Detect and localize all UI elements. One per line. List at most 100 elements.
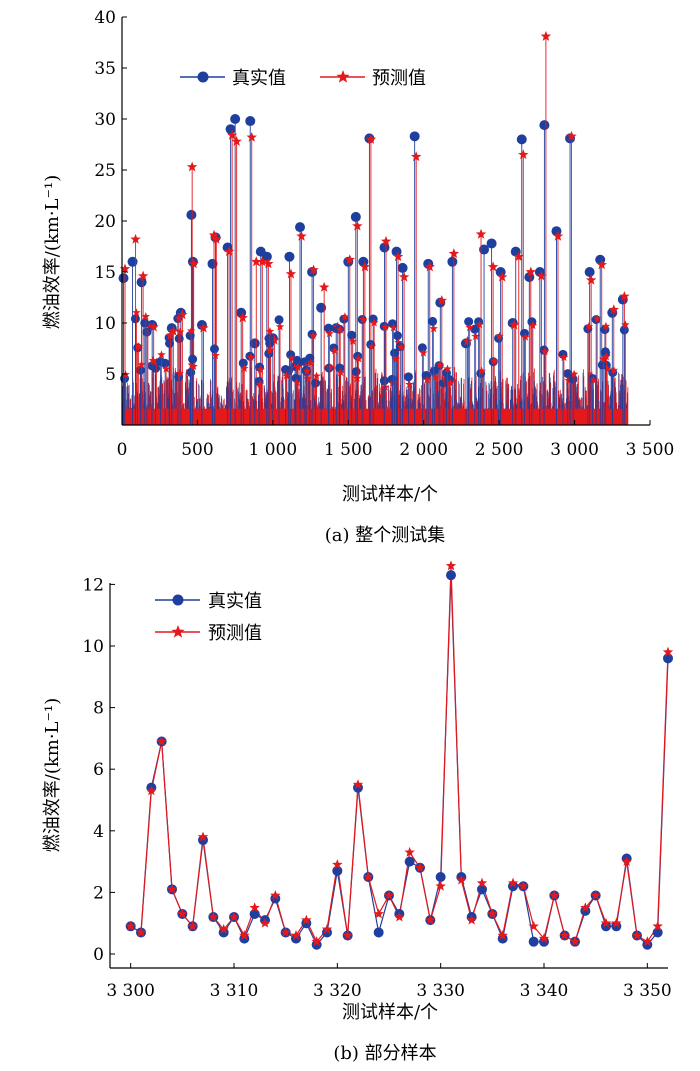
legend-b-true-marker-icon bbox=[172, 594, 184, 606]
true-peak-point bbox=[584, 267, 595, 277]
pred-sample-point bbox=[282, 371, 291, 380]
pred-sample-point bbox=[137, 360, 146, 369]
pred-sample-point bbox=[431, 372, 440, 381]
pred-sample-point bbox=[489, 356, 499, 365]
pred-point bbox=[631, 930, 643, 940]
x-tick-label: 3 350 bbox=[623, 981, 672, 1001]
pred-point bbox=[611, 917, 622, 928]
chart-b-caption: (b) 部分样本 bbox=[333, 1043, 436, 1064]
pred-sample-point bbox=[312, 371, 321, 380]
true-point bbox=[270, 893, 281, 904]
pred-peak-point bbox=[566, 130, 577, 141]
true-point bbox=[539, 936, 549, 947]
legend-true-marker-icon bbox=[197, 71, 209, 83]
x-tick-label: 2 000 bbox=[399, 440, 448, 460]
pred-peak-point bbox=[380, 235, 392, 246]
pred-point bbox=[518, 880, 529, 891]
pred-sample-point bbox=[132, 308, 141, 317]
pred-point bbox=[394, 911, 405, 922]
y-tick-label: 8 bbox=[93, 699, 104, 719]
pred-peak-point bbox=[552, 230, 564, 241]
pred-sample-point bbox=[477, 366, 487, 375]
pred-sample-point bbox=[256, 365, 265, 374]
true-peak-point bbox=[516, 134, 527, 145]
pred-sample-point bbox=[186, 326, 196, 335]
true-peak-point bbox=[225, 124, 236, 135]
pred-sample-point bbox=[521, 332, 530, 341]
true-point bbox=[332, 865, 343, 876]
pred-sample-point bbox=[148, 356, 158, 365]
true-sample-point bbox=[151, 363, 161, 373]
pred-point bbox=[259, 917, 271, 928]
pred-point bbox=[642, 936, 653, 947]
pred-sample-point bbox=[445, 378, 455, 387]
true-peak-point bbox=[295, 222, 306, 233]
pred-sample-point bbox=[358, 315, 368, 324]
pred-sample-point bbox=[422, 375, 432, 384]
true-point bbox=[642, 939, 653, 950]
y-tick-label: 25 bbox=[94, 161, 116, 181]
x-tick-label: 3 340 bbox=[520, 981, 569, 1001]
pred-peak-point bbox=[186, 161, 198, 172]
x-tick-label: 0 bbox=[117, 440, 128, 460]
pred-point bbox=[352, 779, 364, 790]
true-sample-point bbox=[292, 355, 302, 365]
pred-sample-point bbox=[528, 321, 538, 330]
true-peak-point bbox=[379, 242, 390, 253]
pred-sample-point bbox=[166, 331, 175, 340]
true-sample-point bbox=[619, 325, 629, 335]
pred-peak-point bbox=[269, 334, 280, 345]
true-sample-point bbox=[324, 323, 334, 333]
pred-sample-point bbox=[601, 321, 611, 330]
true-peak-point bbox=[207, 258, 218, 269]
pred-sample-point bbox=[440, 373, 450, 382]
pred-peak-point bbox=[246, 131, 257, 142]
pred-peak-point bbox=[525, 266, 537, 277]
true-peak-point bbox=[316, 302, 327, 313]
pred-sample-point bbox=[599, 354, 608, 363]
pred-sample-point bbox=[308, 331, 318, 340]
y-tick-label: 15 bbox=[94, 263, 116, 283]
pred-point bbox=[435, 880, 446, 891]
pred-peak-point bbox=[211, 233, 222, 244]
chart-b-ylabel: 燃油效率/(km·L⁻¹) bbox=[42, 698, 63, 852]
pred-peak-point bbox=[424, 261, 435, 272]
pred-sample-point bbox=[187, 360, 197, 369]
true-point bbox=[322, 927, 332, 938]
pred-point bbox=[445, 560, 457, 571]
pred-sample-point bbox=[394, 338, 403, 347]
legend-pred-label: 预测值 bbox=[372, 68, 426, 89]
true-sample-point bbox=[403, 372, 413, 382]
x-tick-label: 3 310 bbox=[210, 981, 259, 1001]
true-sample-point bbox=[519, 328, 529, 338]
pred-sample-point bbox=[443, 364, 452, 373]
pred-point bbox=[507, 877, 519, 888]
true-peak-point bbox=[350, 211, 361, 222]
pred-peak-point bbox=[188, 258, 199, 269]
pred-point bbox=[404, 846, 415, 857]
pred-point bbox=[363, 871, 374, 882]
chart-b-xlabel: 测试样本/个 bbox=[342, 1002, 438, 1023]
pred-sample-point bbox=[405, 379, 414, 389]
chart-a-xlabel: 测试样本/个 bbox=[342, 484, 438, 505]
pred-peak-point bbox=[398, 271, 410, 282]
pred-sample-point bbox=[369, 318, 379, 327]
pred-peak-point bbox=[462, 335, 473, 346]
pred-peak-point bbox=[410, 151, 422, 162]
true-sample-point bbox=[130, 314, 140, 324]
y-tick-label: 20 bbox=[94, 212, 116, 232]
pred-peak-point bbox=[296, 230, 307, 241]
true-sample-point bbox=[347, 330, 357, 340]
true-sample-point bbox=[392, 331, 402, 341]
pred-sample-point bbox=[336, 368, 345, 377]
pred-sample-point bbox=[292, 377, 302, 387]
legend-b-pred-label: 预测值 bbox=[208, 623, 262, 644]
true-peak-point bbox=[245, 116, 256, 127]
pred-peak-point bbox=[392, 251, 404, 262]
pred-peak-point bbox=[198, 322, 209, 333]
pred-sample-point bbox=[389, 323, 398, 332]
y-tick-label: 35 bbox=[94, 59, 116, 79]
pred-point bbox=[476, 877, 488, 888]
pred-peak-point bbox=[365, 133, 377, 144]
